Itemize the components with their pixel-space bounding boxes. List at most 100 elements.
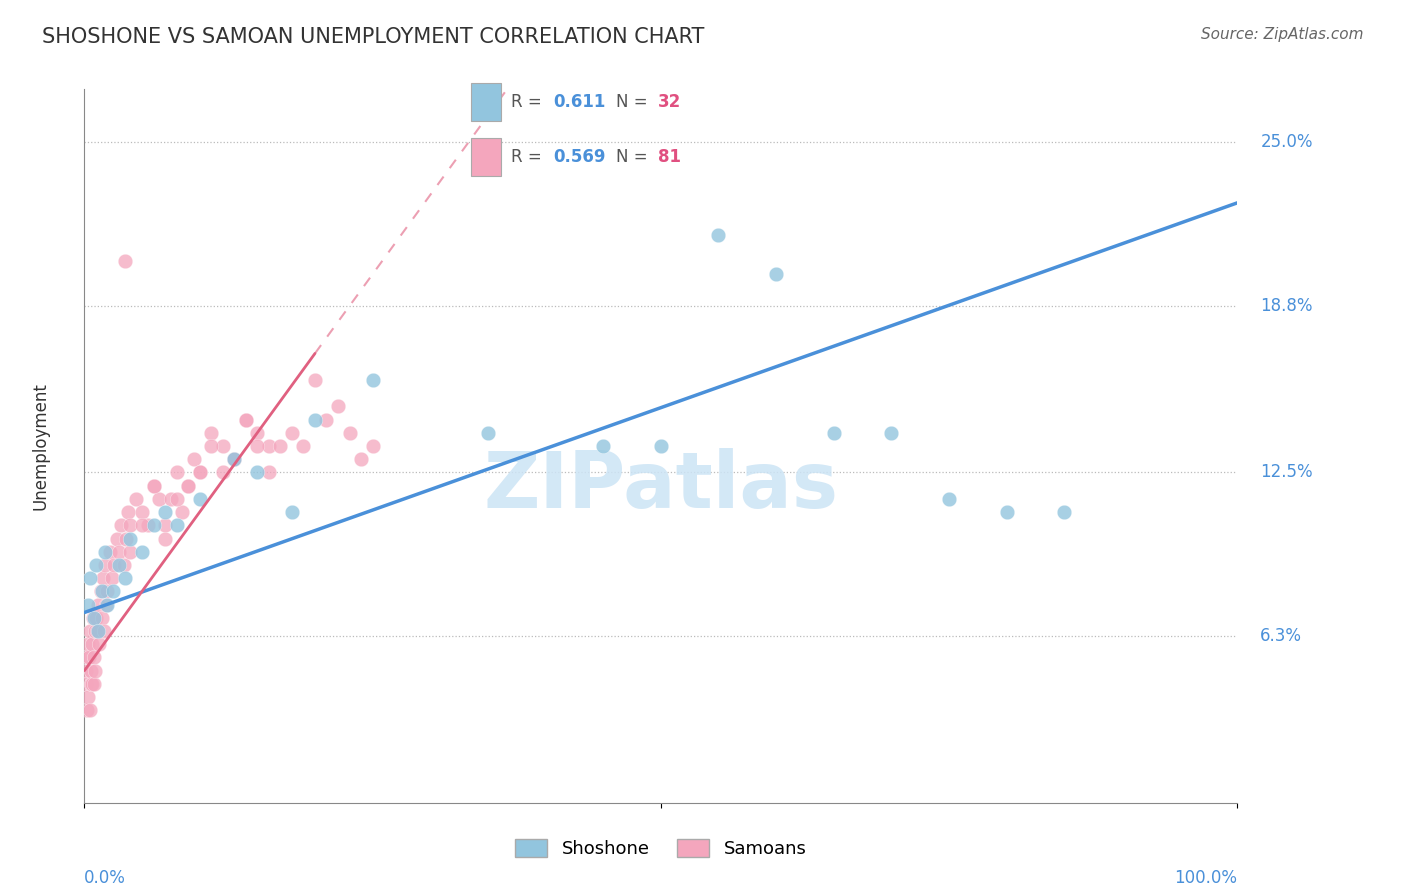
Point: [200, 439, 222, 453]
Point: [131, 505, 153, 519]
Point: [105, 532, 128, 546]
Point: [315, 412, 337, 426]
Point: [142, 518, 165, 533]
Point: [84, 611, 107, 625]
Point: [938, 491, 960, 506]
Point: [765, 267, 787, 281]
Point: [153, 518, 176, 533]
Point: [304, 412, 326, 426]
Point: [177, 478, 200, 492]
Point: [246, 439, 269, 453]
Point: [142, 478, 165, 492]
Text: 25.0%: 25.0%: [1260, 133, 1313, 151]
Point: [153, 532, 176, 546]
Point: [326, 400, 349, 414]
Point: [80, 637, 103, 651]
Point: [83, 624, 105, 638]
Text: N =: N =: [616, 147, 652, 166]
Point: [112, 558, 135, 572]
Point: [120, 545, 142, 559]
Point: [281, 425, 304, 440]
Point: [83, 611, 105, 625]
Point: [269, 439, 291, 453]
Text: 0.569: 0.569: [554, 147, 606, 166]
Point: [120, 518, 142, 533]
Point: [79, 624, 101, 638]
Point: [224, 452, 246, 467]
Point: [101, 571, 124, 585]
Point: [108, 558, 131, 572]
Point: [108, 545, 131, 559]
Point: [114, 571, 136, 585]
Point: [211, 439, 233, 453]
Point: [90, 611, 112, 625]
Point: [110, 518, 132, 533]
Point: [160, 491, 183, 506]
Point: [148, 491, 170, 506]
Point: [96, 598, 118, 612]
Point: [91, 571, 114, 585]
Point: [87, 598, 110, 612]
Text: 0.611: 0.611: [554, 93, 606, 111]
Point: [96, 584, 118, 599]
Point: [166, 518, 188, 533]
Text: 18.8%: 18.8%: [1260, 297, 1313, 315]
Text: 32: 32: [658, 93, 682, 111]
Point: [823, 425, 845, 440]
Point: [79, 571, 101, 585]
Point: [166, 491, 188, 506]
Point: [339, 425, 361, 440]
Point: [257, 466, 280, 480]
Point: [188, 491, 211, 506]
Text: 6.3%: 6.3%: [1260, 627, 1302, 645]
Point: [211, 466, 233, 480]
Point: [361, 439, 384, 453]
Point: [125, 491, 148, 506]
Point: [995, 505, 1018, 519]
Point: [75, 664, 97, 678]
Point: [281, 505, 304, 519]
Point: [188, 466, 211, 480]
Text: 0.0%: 0.0%: [84, 869, 127, 887]
Point: [235, 412, 257, 426]
Point: [87, 624, 110, 638]
Point: [76, 650, 98, 665]
Point: [94, 545, 117, 559]
Point: [235, 412, 257, 426]
Text: 81: 81: [658, 147, 681, 166]
Text: Source: ZipAtlas.com: Source: ZipAtlas.com: [1201, 27, 1364, 42]
Point: [84, 664, 107, 678]
Point: [89, 637, 111, 651]
Point: [224, 452, 246, 467]
Point: [82, 611, 104, 625]
Point: [77, 650, 100, 665]
Point: [172, 505, 194, 519]
Point: [89, 584, 111, 599]
Point: [166, 466, 188, 480]
FancyBboxPatch shape: [471, 83, 501, 120]
Point: [292, 439, 315, 453]
Point: [136, 518, 159, 533]
Point: [1053, 505, 1076, 519]
Point: [257, 439, 280, 453]
Point: [188, 466, 211, 480]
Point: [350, 452, 373, 467]
Point: [177, 478, 200, 492]
Text: N =: N =: [616, 93, 652, 111]
Text: R =: R =: [512, 147, 547, 166]
Point: [94, 558, 117, 572]
Point: [83, 677, 105, 691]
Point: [650, 439, 672, 453]
Point: [224, 452, 246, 467]
Point: [80, 664, 103, 678]
Point: [93, 624, 115, 638]
Point: [304, 373, 326, 387]
Text: SHOSHONE VS SAMOAN UNEMPLOYMENT CORRELATION CHART: SHOSHONE VS SAMOAN UNEMPLOYMENT CORRELAT…: [42, 27, 704, 46]
Point: [83, 650, 105, 665]
Point: [86, 624, 108, 638]
Point: [115, 532, 138, 546]
FancyBboxPatch shape: [471, 138, 501, 176]
Point: [592, 439, 614, 453]
Point: [361, 373, 384, 387]
Point: [153, 505, 176, 519]
